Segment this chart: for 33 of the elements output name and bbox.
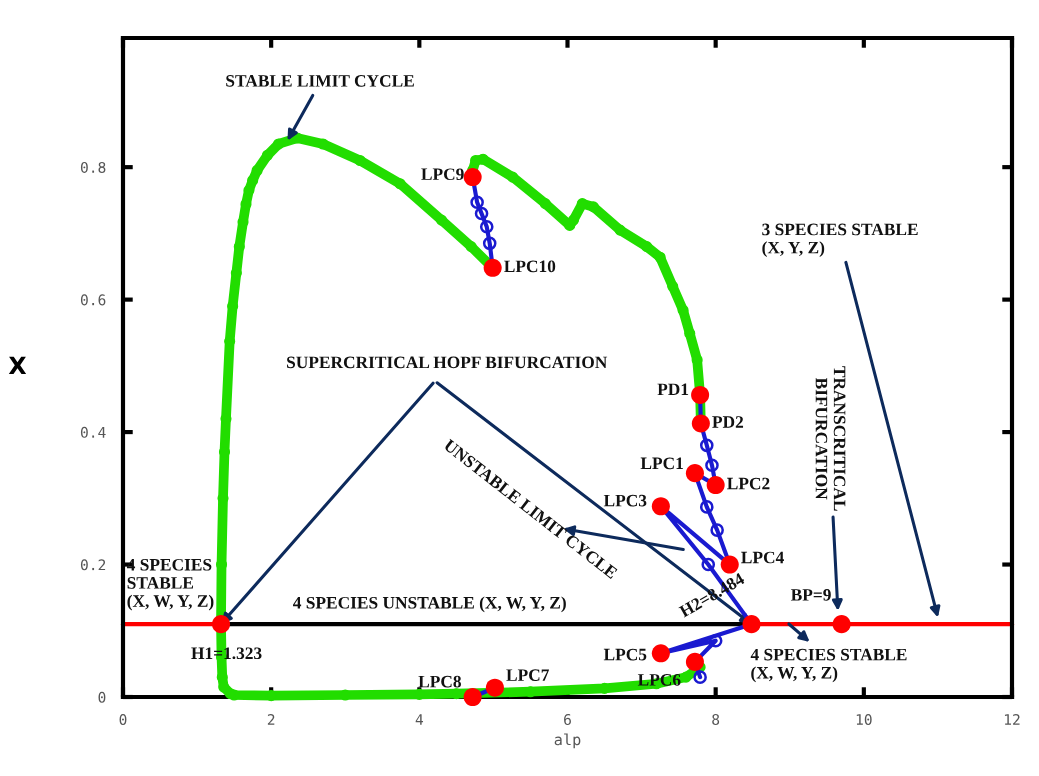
x-tick-label: 0	[119, 714, 127, 726]
x-tick-label: 4	[415, 714, 424, 725]
annotation: LPC7	[506, 669, 549, 681]
x-tick-label: 10	[856, 714, 872, 726]
y-axis-title: X	[8, 356, 27, 375]
y-tick-label: 0.8	[80, 161, 106, 173]
annotation: LPC1	[640, 457, 683, 470]
annotation: LPC4	[741, 551, 784, 564]
annotation: LPC5	[603, 648, 647, 661]
y-tick-label: 0	[98, 691, 106, 703]
annotation: LPC3	[603, 494, 647, 507]
annotation: LPC2	[727, 477, 770, 490]
annotation: TRANSCRITICAL BIFURCATION	[815, 366, 846, 511]
x-tick-label: 12	[1004, 714, 1020, 725]
x-tick-label: 6	[564, 714, 571, 726]
x-tick-label: 8	[712, 714, 720, 726]
annotation: SUPERCRITICAL HOPF BIFURCATION	[287, 356, 608, 369]
annotation: LPC8	[418, 675, 461, 688]
annotation: 4 SPECIES STABLE (X, W, Y, Z)	[750, 648, 907, 683]
annotation: LPC9	[421, 168, 464, 181]
y-tick-label: 0.4	[80, 426, 106, 438]
annotation: PD2	[712, 416, 744, 428]
annotation: PD1	[657, 383, 689, 396]
annotation: BP=9	[790, 589, 831, 601]
x-axis-title: alp	[554, 733, 581, 749]
y-tick-label: 0.6	[80, 294, 106, 306]
annotation: 3 SPECIES STABLE (X, Y, Z)	[762, 223, 918, 257]
annotation: LPC10	[504, 260, 556, 273]
annotation: 4 SPECIES UNSTABLE (X, W, Y, Z)	[293, 596, 566, 613]
x-tick-label: 2	[267, 714, 275, 725]
y-tick-label: 0.2	[80, 559, 106, 571]
annotation: 4 SPECIES STABLE (X, W, Y, Z)	[126, 558, 214, 611]
annotation: STABLE LIMIT CYCLE	[226, 75, 414, 87]
